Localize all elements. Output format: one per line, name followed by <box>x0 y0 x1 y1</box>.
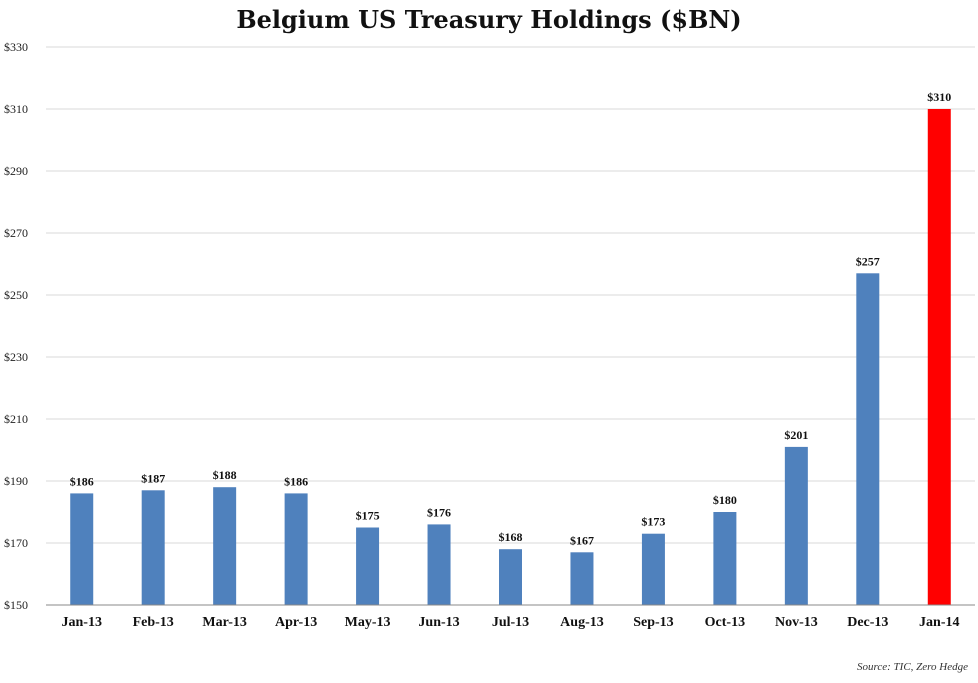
chart-title: Belgium US Treasury Holdings ($BN) <box>236 5 741 34</box>
y-axis-tick-labels: $150 $170 $190 $210 $230 $250 $270 $290 $310 $330 <box>4 40 28 612</box>
data-label: $168 <box>499 530 523 544</box>
bar-sep-13 <box>641 533 665 605</box>
data-label: $167 <box>570 533 594 547</box>
bar-feb-13 <box>141 490 165 605</box>
y-tick-label: $250 <box>4 288 28 302</box>
bars <box>70 109 951 605</box>
data-label: $201 <box>784 428 808 442</box>
y-tick-label: $330 <box>4 40 28 54</box>
y-tick-label: $290 <box>4 164 28 178</box>
x-tick-label: Nov-13 <box>775 615 818 630</box>
x-tick-label: Feb-13 <box>133 615 174 630</box>
data-label: $187 <box>141 471 165 485</box>
y-tick-label: $170 <box>4 536 28 550</box>
y-tick-label: $230 <box>4 350 28 364</box>
bar-jul-13 <box>499 549 522 605</box>
x-tick-label: Jan-14 <box>919 615 959 630</box>
source-note: Source: TIC, Zero Hedge <box>857 661 968 673</box>
x-tick-label: Aug-13 <box>560 615 604 630</box>
x-tick-label: Dec-13 <box>847 615 888 630</box>
y-tick-label: $310 <box>4 102 28 116</box>
x-tick-label: Jun-13 <box>418 615 459 630</box>
data-label: $173 <box>641 515 665 529</box>
x-tick-label: Oct-13 <box>705 615 745 630</box>
x-tick-label: Apr-13 <box>275 615 317 630</box>
data-labels: $186 $187 $188 $186 $175 $176 $168 $167 $173 $180… <box>70 90 952 547</box>
data-label: $188 <box>213 468 237 482</box>
data-label: $186 <box>284 474 308 488</box>
bar-apr-13 <box>284 493 308 605</box>
bar-may-13 <box>356 527 380 605</box>
bar-mar-13 <box>213 487 237 605</box>
data-label: $176 <box>427 505 451 519</box>
x-tick-label: Jan-13 <box>62 615 102 630</box>
y-tick-label: $270 <box>4 226 28 240</box>
data-label: $186 <box>70 474 94 488</box>
y-tick-label: $190 <box>4 474 28 488</box>
y-tick-label: $210 <box>4 412 28 426</box>
bar-jun-13 <box>427 524 451 605</box>
x-tick-label: Mar-13 <box>202 615 247 630</box>
bar-nov-13 <box>784 446 808 605</box>
gridlines <box>46 46 975 606</box>
data-label: $180 <box>713 493 737 507</box>
x-tick-label: May-13 <box>345 615 391 630</box>
bar-jan-14 <box>927 109 951 605</box>
x-axis-category-labels: Jan-13 Feb-13 Mar-13 Apr-13 May-13 Jun-13 Jul-… <box>62 615 960 630</box>
x-tick-label: Sep-13 <box>633 615 673 630</box>
bar-dec-13 <box>856 273 880 605</box>
data-label: $257 <box>856 254 880 268</box>
y-tick-label: $150 <box>4 598 28 612</box>
data-label: $310 <box>927 90 951 104</box>
bar-aug-13 <box>570 552 594 605</box>
data-label: $175 <box>356 509 380 523</box>
bar-jan-13 <box>70 493 94 605</box>
bar-oct-13 <box>713 512 737 605</box>
x-tick-label: Jul-13 <box>492 615 529 630</box>
